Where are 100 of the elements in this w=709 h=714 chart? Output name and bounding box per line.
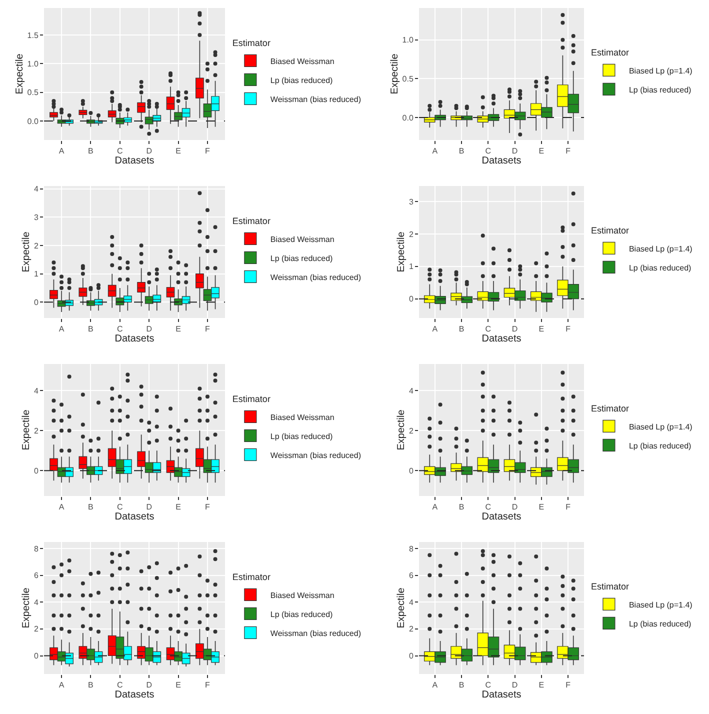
x-axis-title: Datasets	[482, 156, 522, 167]
legend-title: Estimator	[590, 404, 629, 414]
y-tick-label: 2	[34, 624, 39, 634]
x-tick-label: E	[538, 502, 544, 512]
x-tick-label: A	[58, 680, 65, 690]
y-axis-title: Expectile	[20, 587, 32, 628]
legend-label: Weissman (bias reduced)	[270, 94, 362, 104]
y-axis-title: Expectile	[396, 409, 407, 450]
y-tick-label: 1	[408, 262, 414, 272]
y-axis-title: Expectile	[14, 53, 26, 94]
legend-title: Estimator	[232, 394, 270, 404]
x-tick-label: C	[485, 502, 492, 512]
y-tick-label: 1.0	[27, 59, 39, 68]
x-tick-label: F	[205, 146, 210, 156]
x-axis-title: Datasets	[482, 512, 522, 523]
x-axis-title: Datasets	[114, 512, 154, 523]
x-tick-label: A	[432, 324, 438, 334]
x-tick-label: F	[566, 324, 571, 334]
y-tick-label: 3	[34, 212, 39, 222]
legend-label: Lp (bias reduced)	[270, 432, 334, 441]
x-tick-label: C	[117, 502, 124, 512]
x-tick-label: A	[432, 502, 438, 512]
x-axis-title: Datasets	[482, 690, 522, 701]
x-tick-label: D	[146, 146, 152, 156]
x-tick-label: D	[512, 324, 518, 334]
y-tick-label: 0.0	[27, 116, 39, 126]
x-tick-label: E	[538, 146, 544, 156]
x-tick-label: A	[58, 146, 65, 156]
legend-title: Estimator	[232, 216, 270, 226]
y-tick-label: 6	[34, 571, 39, 580]
y-tick-label: 2	[34, 426, 39, 436]
y-tick-label: 0	[34, 652, 39, 661]
y-tick-label: 1	[34, 270, 39, 279]
x-tick-label: A	[432, 680, 438, 690]
y-axis-title: Expectile	[396, 587, 407, 628]
legend-label: Biased Lp (p=1.4)	[628, 244, 693, 254]
y-tick-label: 0	[408, 652, 414, 661]
y-tick-label: 0	[408, 466, 414, 476]
legend-label: Weissman (bias reduced)	[270, 628, 362, 638]
y-tick-label: 4	[34, 386, 39, 396]
x-tick-label: D	[512, 502, 518, 512]
y-tick-label: 4	[408, 598, 414, 607]
x-tick-label: F	[205, 502, 210, 512]
y-tick-label: 1.5	[27, 30, 39, 40]
legend-label: Biased Weissman	[270, 56, 334, 66]
y-tick-label: 0	[34, 466, 39, 476]
legend-label: Weissman (bias reduced)	[270, 450, 362, 460]
legend-label: Biased Lp (p=1.4)	[628, 66, 693, 76]
legend-label: Lp (bias reduced)	[628, 263, 692, 272]
legend-label: Biased Lp (p=1.4)	[628, 600, 693, 610]
legend-title: Estimator	[232, 572, 270, 582]
x-tick-label: B	[88, 680, 94, 690]
x-tick-label: F	[566, 502, 571, 512]
x-tick-label: D	[512, 146, 518, 156]
y-tick-label: 4	[408, 386, 414, 396]
y-axis-title: Expectile	[20, 231, 32, 272]
x-tick-label: E	[538, 680, 544, 690]
x-tick-label: E	[538, 324, 544, 334]
y-tick-label: 2	[34, 241, 39, 250]
x-tick-label: C	[485, 146, 492, 156]
x-tick-label: E	[176, 146, 181, 156]
x-tick-label: C	[485, 324, 492, 334]
x-tick-label: A	[58, 324, 65, 334]
x-tick-label: F	[566, 680, 571, 690]
x-tick-label: B	[458, 680, 464, 690]
x-tick-label: C	[485, 680, 492, 690]
legend-title: Estimator	[590, 582, 629, 592]
y-tick-label: 1.0	[402, 36, 414, 45]
x-axis-title: Datasets	[114, 156, 154, 167]
x-tick-label: C	[117, 324, 124, 334]
x-tick-label: B	[458, 502, 464, 512]
x-tick-label: C	[117, 146, 124, 156]
x-tick-label: B	[88, 502, 94, 512]
x-axis-title: Datasets	[114, 334, 154, 345]
legend-title: Estimator	[590, 48, 629, 58]
legend-label: Biased Weissman	[270, 234, 334, 244]
y-tick-label: 0.5	[27, 88, 39, 98]
x-axis-title: Datasets	[114, 690, 154, 701]
y-tick-label: 4	[34, 598, 39, 607]
y-axis-title: Expectile	[396, 231, 407, 272]
legend-label: Lp (bias reduced)	[270, 76, 334, 85]
y-tick-label: 8	[408, 544, 414, 554]
x-axis-title: Datasets	[482, 334, 522, 345]
y-tick-label: 4	[34, 184, 39, 194]
legend-label: Lp (bias reduced)	[270, 610, 334, 619]
y-tick-label: 2	[408, 624, 414, 634]
legend-label: Lp (bias reduced)	[628, 441, 692, 450]
x-tick-label: A	[432, 146, 438, 156]
x-tick-label: D	[146, 324, 152, 334]
x-tick-label: F	[205, 680, 210, 690]
legend-title: Estimator	[590, 226, 629, 236]
legend-label: Biased Weissman	[270, 590, 334, 600]
y-tick-label: 2	[408, 426, 414, 436]
x-tick-label: B	[88, 324, 94, 334]
legend-label: Biased Weissman	[270, 412, 334, 422]
y-tick-label: 2	[408, 230, 414, 239]
x-tick-label: F	[566, 146, 571, 156]
y-tick-label: 0	[408, 294, 414, 304]
y-tick-label: 0	[34, 298, 39, 307]
legend-label: Lp (bias reduced)	[628, 85, 692, 94]
